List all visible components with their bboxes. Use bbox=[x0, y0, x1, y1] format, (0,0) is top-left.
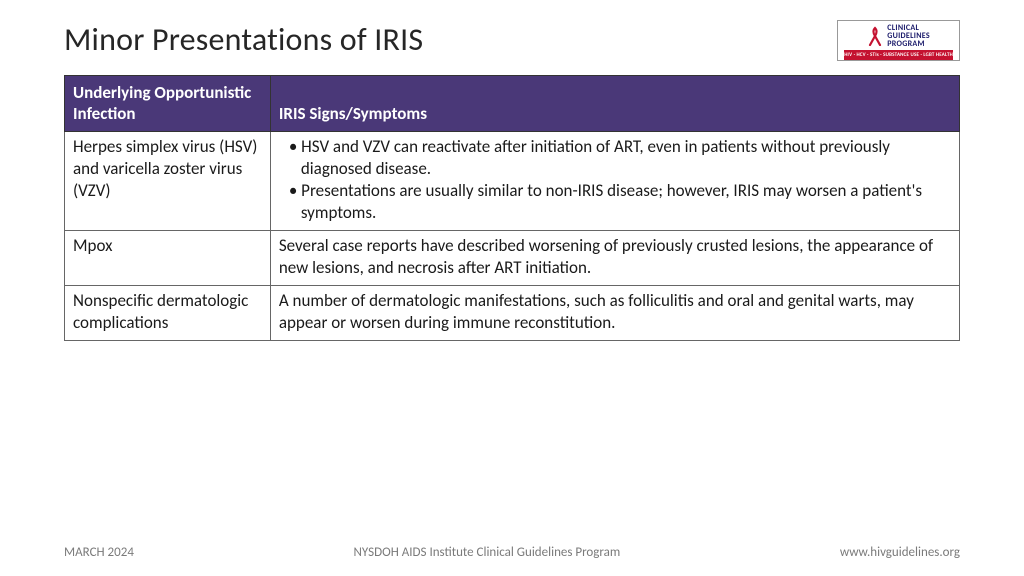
slide-footer: MARCH 2024 NYSDOH AIDS Institute Clinica… bbox=[64, 545, 960, 560]
cell-infection: Nonspecific dermatologic complications bbox=[65, 286, 271, 341]
table-row: Nonspecific dermatologic complications A… bbox=[65, 286, 960, 341]
footer-date: MARCH 2024 bbox=[64, 545, 134, 560]
symptom-item: Presentations are usually similar to non… bbox=[279, 180, 951, 224]
table-header-row: Underlying Opportunistic Infection IRIS … bbox=[65, 76, 960, 132]
slide-container: Minor Presentations of IRIS CLINICAL GUI… bbox=[0, 0, 1024, 576]
footer-url: www.hivguidelines.org bbox=[840, 545, 960, 560]
cell-infection: Herpes simplex virus (HSV) and varicella… bbox=[65, 131, 271, 230]
header-row: Minor Presentations of IRIS CLINICAL GUI… bbox=[64, 20, 960, 61]
col-header-symptoms: IRIS Signs/Symptoms bbox=[270, 76, 959, 132]
table-body: Herpes simplex virus (HSV) and varicella… bbox=[65, 131, 960, 341]
ribbon-icon bbox=[867, 26, 883, 46]
cell-symptoms: A number of dermatologic manifestations,… bbox=[270, 286, 959, 341]
table-row: Herpes simplex virus (HSV) and varicella… bbox=[65, 131, 960, 230]
symptom-list: HSV and VZV can reactivate after initiat… bbox=[279, 136, 951, 224]
cell-symptoms: HSV and VZV can reactivate after initiat… bbox=[270, 131, 959, 230]
slide-title: Minor Presentations of IRIS bbox=[64, 20, 423, 59]
symptom-item: HSV and VZV can reactivate after initiat… bbox=[279, 136, 951, 180]
logo-bar: HIV · HCV · STIs · SUBSTANCE USE · LGBT … bbox=[844, 50, 953, 60]
logo-text: CLINICAL GUIDELINES PROGRAM bbox=[887, 24, 930, 48]
table-row: Mpox Several case reports have described… bbox=[65, 230, 960, 285]
footer-program: NYSDOH AIDS Institute Clinical Guideline… bbox=[354, 545, 621, 560]
col-header-infection: Underlying Opportunistic Infection bbox=[65, 76, 271, 132]
program-logo: CLINICAL GUIDELINES PROGRAM HIV · HCV · … bbox=[837, 20, 960, 61]
iris-table: Underlying Opportunistic Infection IRIS … bbox=[64, 75, 960, 341]
logo-top: CLINICAL GUIDELINES PROGRAM bbox=[867, 24, 930, 48]
cell-infection: Mpox bbox=[65, 230, 271, 285]
cell-symptoms: Several case reports have described wors… bbox=[270, 230, 959, 285]
logo-line3: PROGRAM bbox=[887, 40, 930, 48]
